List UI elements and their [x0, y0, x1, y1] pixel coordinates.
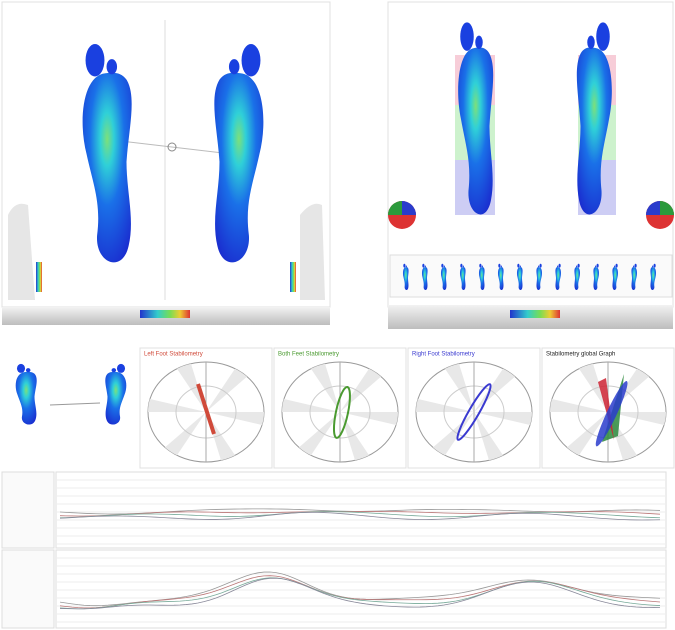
stabilometry-panel: Stabilometry global Graph — [542, 348, 674, 468]
panel-title: Left Foot Stabilometry — [144, 352, 203, 358]
foot-shape — [16, 372, 37, 425]
panel-frame — [2, 2, 330, 307]
toe — [460, 22, 474, 51]
toe — [463, 266, 464, 268]
graph-area — [2, 472, 666, 628]
toe — [633, 266, 634, 268]
toe — [112, 368, 117, 372]
step-strip — [390, 255, 672, 297]
graph-frame — [56, 472, 666, 548]
toe — [596, 22, 610, 51]
sidebar — [2, 472, 54, 548]
axis-line — [50, 403, 100, 405]
stabilometry-panel: Both Feet Stabilometry — [274, 348, 406, 468]
gait-panel — [388, 2, 674, 329]
toe — [576, 266, 577, 268]
toe — [425, 266, 426, 268]
color-scale — [140, 310, 190, 318]
toe — [479, 264, 481, 268]
panel-title: Right Foot Stabilometry — [412, 352, 475, 358]
toe — [482, 266, 483, 268]
panel-title: Stabilometry global Graph — [546, 352, 615, 358]
color-scale — [510, 310, 560, 318]
sidebar — [2, 550, 54, 628]
toe — [654, 264, 656, 268]
toe — [652, 266, 653, 268]
toe — [460, 264, 462, 268]
stabilometry-panel: Left Foot Stabilometry — [140, 348, 272, 468]
toe — [107, 59, 118, 74]
toe — [540, 264, 542, 268]
toe — [597, 264, 599, 268]
toe — [616, 264, 618, 268]
toe — [26, 368, 31, 372]
toe — [86, 44, 105, 76]
pie-chart — [646, 201, 674, 229]
footprint — [16, 364, 37, 425]
toe — [635, 264, 637, 268]
toe — [501, 266, 502, 268]
legend-bar — [290, 262, 296, 292]
toe — [595, 266, 596, 268]
toe — [229, 59, 240, 74]
panel-title: Both Feet Stabilometry — [278, 352, 339, 358]
toe — [441, 264, 443, 268]
pressure-panel — [2, 2, 330, 325]
toe — [444, 266, 445, 268]
toe — [517, 264, 519, 268]
stabilometry-panel: Right Foot Stabilometry — [408, 348, 540, 468]
toe — [17, 364, 25, 373]
toe — [559, 264, 561, 268]
toe — [406, 266, 407, 268]
screen: Left Foot Stabilometry Both Feet Stabilom… — [0, 0, 675, 630]
footprint — [105, 364, 126, 425]
toe — [614, 266, 615, 268]
toe — [538, 266, 539, 268]
legend-bar — [36, 262, 42, 292]
toe — [578, 264, 580, 268]
side-widget — [300, 204, 325, 300]
pie-chart — [388, 201, 416, 229]
toe — [587, 36, 595, 49]
toe — [242, 44, 261, 76]
toe — [520, 266, 521, 268]
foot-shape — [105, 372, 126, 425]
toe — [557, 266, 558, 268]
toe — [422, 264, 424, 268]
toe — [498, 264, 500, 268]
toe — [403, 264, 405, 268]
toe — [117, 364, 125, 373]
toe — [475, 36, 483, 49]
